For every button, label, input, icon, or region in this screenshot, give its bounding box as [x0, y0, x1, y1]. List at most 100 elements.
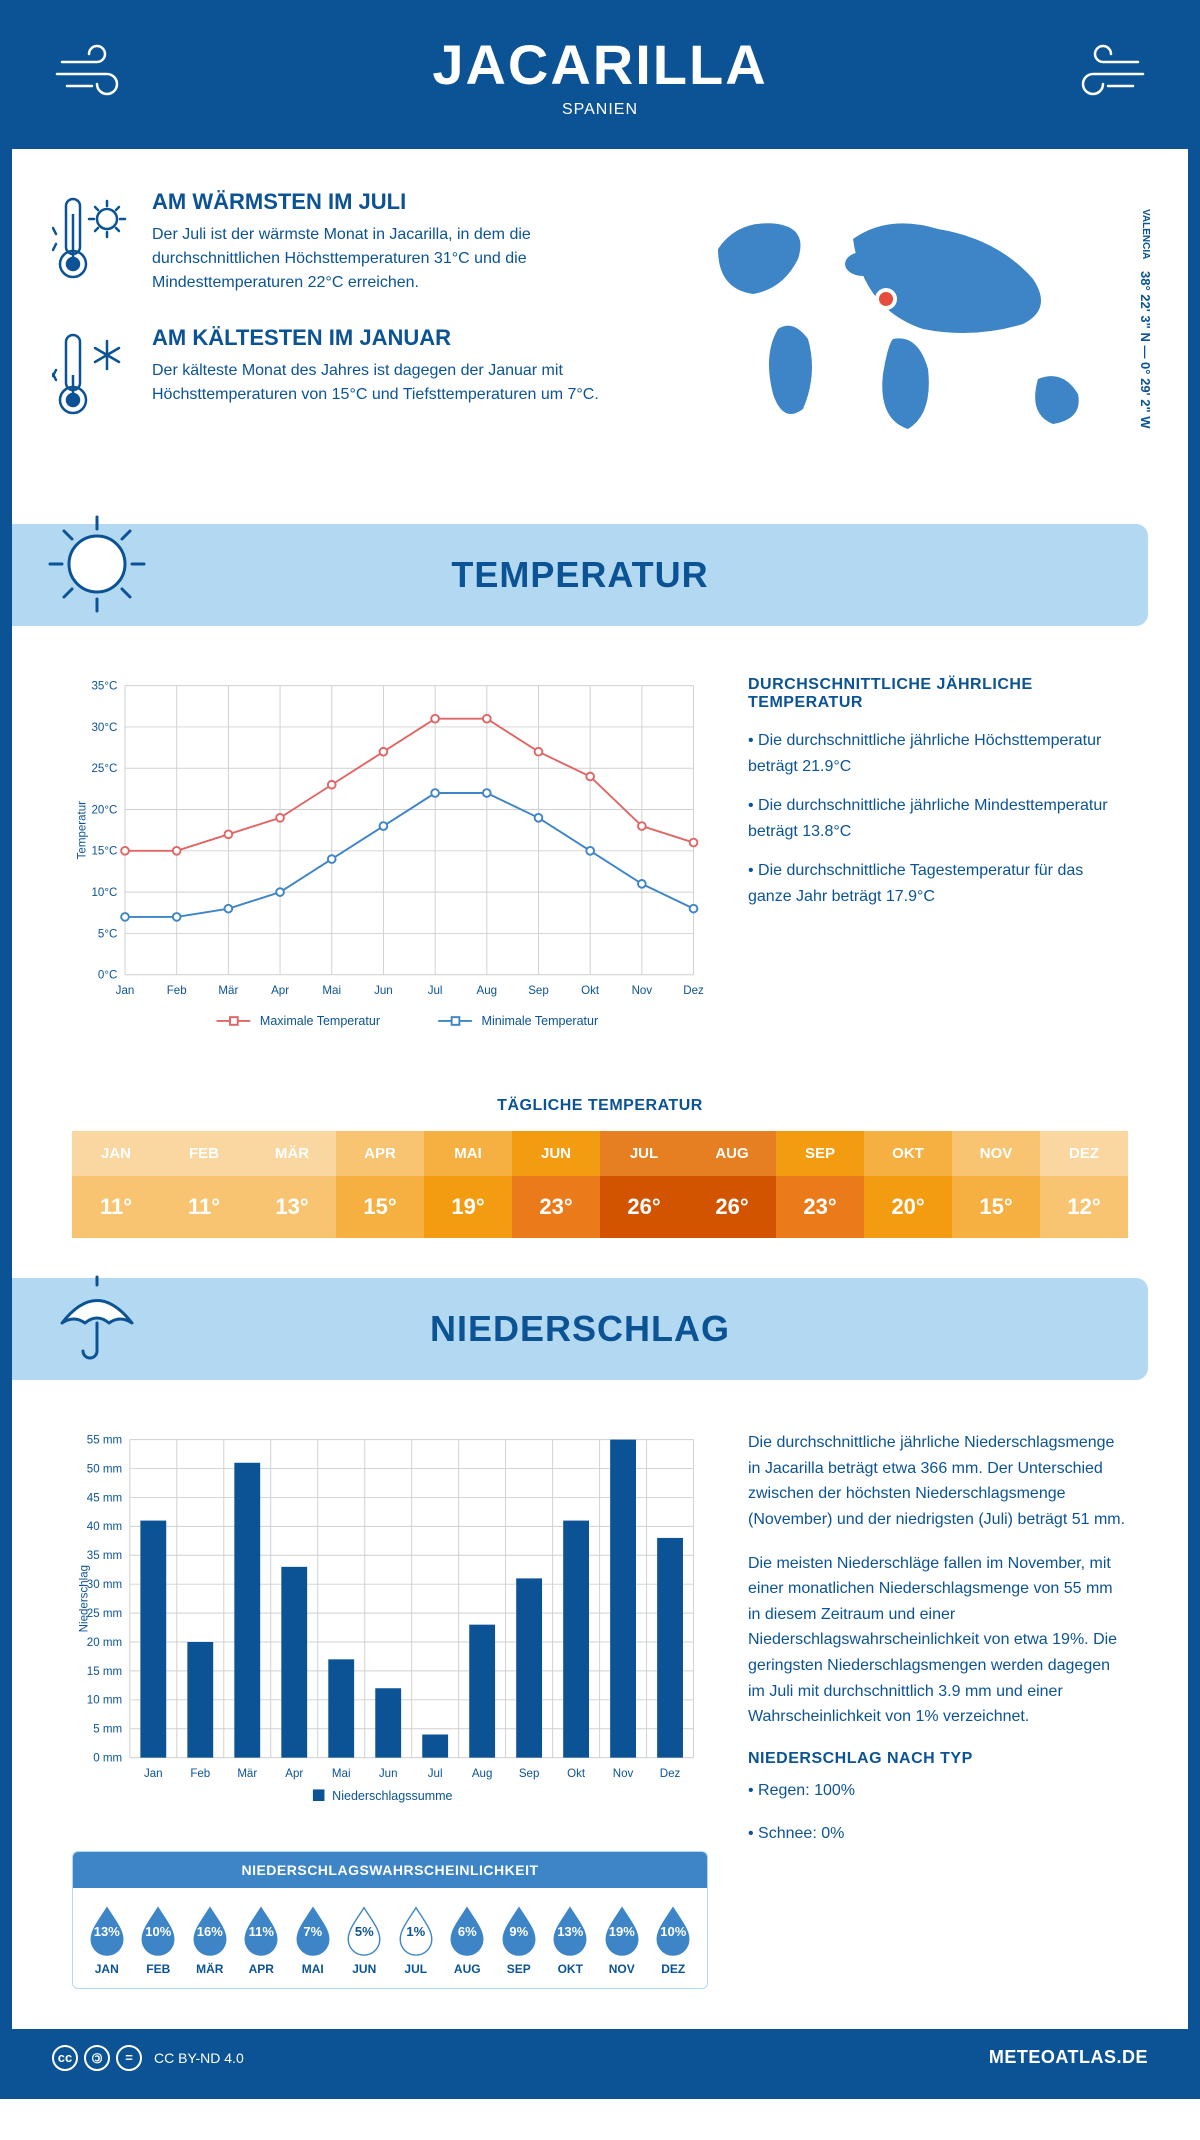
- header: JACARILLA SPANIEN: [12, 12, 1188, 149]
- svg-text:Nov: Nov: [613, 1768, 634, 1780]
- daily-temp-cell: JUN23°: [512, 1131, 600, 1238]
- world-map-icon: [668, 189, 1148, 469]
- svg-text:35 mm: 35 mm: [87, 1550, 122, 1562]
- temperature-banner: TEMPERATUR: [12, 524, 1148, 626]
- daily-temp-value: 20°: [864, 1176, 952, 1238]
- warmest-title: AM WÄRMSTEN IM JULI: [152, 189, 628, 215]
- drop-icon: 1%: [395, 1904, 437, 1956]
- footer-license: cc 🄯 = CC BY-ND 4.0: [52, 2045, 244, 2071]
- svg-text:Aug: Aug: [477, 985, 498, 997]
- drop-icon: 11%: [240, 1904, 282, 1956]
- by-icon: 🄯: [84, 2045, 110, 2071]
- svg-text:25°C: 25°C: [91, 763, 117, 775]
- daily-temp-cell: OKT20°: [864, 1131, 952, 1238]
- svg-text:Jun: Jun: [379, 1768, 398, 1780]
- probability-cell: 5%JUN: [339, 1904, 391, 1976]
- daily-temp-value: 26°: [688, 1176, 776, 1238]
- drop-icon: 10%: [652, 1904, 694, 1956]
- region-label: VALENCIA: [1140, 209, 1151, 259]
- daily-temp-cell: JAN11°: [72, 1131, 160, 1238]
- daily-temp-cell: JUL26°: [600, 1131, 688, 1238]
- daily-temp-month: DEZ: [1040, 1131, 1128, 1176]
- footer-site: METEOATLAS.DE: [989, 2047, 1148, 2068]
- daily-temp-value: 23°: [776, 1176, 864, 1238]
- map-column: VALENCIA 38° 22' 3" N — 0° 29' 2" W: [668, 189, 1148, 474]
- svg-text:Feb: Feb: [190, 1768, 210, 1780]
- probability-month: AUG: [442, 1962, 494, 1976]
- svg-text:5 mm: 5 mm: [93, 1724, 122, 1736]
- daily-temp-month: JUL: [600, 1131, 688, 1176]
- svg-text:15 mm: 15 mm: [87, 1666, 122, 1678]
- drop-icon: 7%: [292, 1904, 334, 1956]
- precipitation-title: NIEDERSCHLAG: [12, 1308, 1148, 1350]
- warmest-text: Der Juli ist der wärmste Monat in Jacari…: [152, 223, 628, 295]
- svg-text:Jul: Jul: [428, 985, 443, 997]
- thermometer-snow-icon: [52, 325, 132, 430]
- daily-temp-month: JAN: [72, 1131, 160, 1176]
- temperature-chart: 0°C5°C10°C15°C20°C25°C30°C35°CJanFebMärA…: [72, 676, 708, 1047]
- nd-icon: =: [116, 2045, 142, 2071]
- svg-text:10 mm: 10 mm: [87, 1695, 122, 1707]
- daily-temp-value: 11°: [72, 1176, 160, 1238]
- probability-month: MAI: [287, 1962, 339, 1976]
- svg-text:Apr: Apr: [271, 985, 289, 997]
- daily-temp-value: 15°: [336, 1176, 424, 1238]
- daily-temp-value: 11°: [160, 1176, 248, 1238]
- drop-icon: 16%: [189, 1904, 231, 1956]
- intro-section: AM WÄRMSTEN IM JULI Der Juli ist der wär…: [12, 149, 1188, 504]
- svg-text:20 mm: 20 mm: [87, 1637, 122, 1649]
- daily-temp-cell: FEB11°: [160, 1131, 248, 1238]
- wind-icon: [52, 42, 142, 102]
- daily-temp-table: JAN11°FEB11°MÄR13°APR15°MAI19°JUN23°JUL2…: [72, 1131, 1128, 1238]
- country-label: SPANIEN: [12, 101, 1188, 119]
- warmest-fact: AM WÄRMSTEN IM JULI Der Juli ist der wär…: [52, 189, 628, 295]
- daily-temp-value: 12°: [1040, 1176, 1128, 1238]
- daily-temp-month: MAI: [424, 1131, 512, 1176]
- svg-text:Nov: Nov: [632, 985, 653, 997]
- svg-text:Dez: Dez: [660, 1768, 681, 1780]
- drop-icon: 5%: [343, 1904, 385, 1956]
- daily-temp-value: 15°: [952, 1176, 1040, 1238]
- daily-temp-cell: NOV15°: [952, 1131, 1040, 1238]
- daily-temp-cell: MÄR13°: [248, 1131, 336, 1238]
- sun-icon: [42, 509, 152, 619]
- probability-cell: 10% DEZ: [648, 1904, 700, 1976]
- precipitation-section: 0 mm5 mm10 mm15 mm20 mm25 mm30 mm35 mm40…: [12, 1410, 1188, 2028]
- daily-temp-title: TÄGLICHE TEMPERATUR: [12, 1097, 1188, 1115]
- svg-text:Aug: Aug: [472, 1768, 493, 1780]
- svg-text:Jul: Jul: [428, 1768, 443, 1780]
- svg-text:Niederschlag: Niederschlag: [78, 1565, 90, 1632]
- precip-text: Die meisten Niederschläge fallen im Nove…: [748, 1551, 1128, 1730]
- daily-temp-month: SEP: [776, 1131, 864, 1176]
- daily-temp-month: APR: [336, 1131, 424, 1176]
- coordinates: VALENCIA 38° 22' 3" N — 0° 29' 2" W: [1138, 209, 1153, 429]
- daily-temp-month: MÄR: [248, 1131, 336, 1176]
- svg-text:Jan: Jan: [116, 985, 135, 997]
- precipitation-chart: 0 mm5 mm10 mm15 mm20 mm25 mm30 mm35 mm40…: [72, 1430, 708, 1815]
- probability-month: DEZ: [648, 1962, 700, 1976]
- drop-icon: 13%: [549, 1904, 591, 1956]
- probability-box: NIEDERSCHLAGSWAHRSCHEINLICHKEIT 13%JAN10…: [72, 1851, 708, 1989]
- coldest-fact: AM KÄLTESTEN IM JANUAR Der kälteste Mona…: [52, 325, 628, 430]
- svg-text:Jun: Jun: [374, 985, 393, 997]
- cc-icon: cc: [52, 2045, 78, 2071]
- probability-month: NOV: [596, 1962, 648, 1976]
- daily-temp-value: 23°: [512, 1176, 600, 1238]
- drop-icon: 10%: [137, 1904, 179, 1956]
- license-text: CC BY-ND 4.0: [154, 2050, 244, 2066]
- svg-text:Apr: Apr: [285, 1768, 303, 1780]
- precip-text: Die durchschnittliche jährliche Niedersc…: [748, 1430, 1128, 1532]
- svg-text:20°C: 20°C: [91, 804, 117, 816]
- daily-temp-month: NOV: [952, 1131, 1040, 1176]
- svg-text:55 mm: 55 mm: [87, 1435, 122, 1447]
- precip-type-bullet: • Schnee: 0%: [748, 1821, 1128, 1847]
- temperature-title: TEMPERATUR: [12, 554, 1148, 596]
- probability-month: FEB: [133, 1962, 185, 1976]
- daily-temp-value: 13°: [248, 1176, 336, 1238]
- probability-cell: 7% MAI: [287, 1904, 339, 1976]
- daily-temp-month: FEB: [160, 1131, 248, 1176]
- daily-temp-month: OKT: [864, 1131, 952, 1176]
- probability-cell: 11%APR: [236, 1904, 288, 1976]
- probability-month: SEP: [493, 1962, 545, 1976]
- svg-text:Minimale Temperatur: Minimale Temperatur: [482, 1014, 599, 1028]
